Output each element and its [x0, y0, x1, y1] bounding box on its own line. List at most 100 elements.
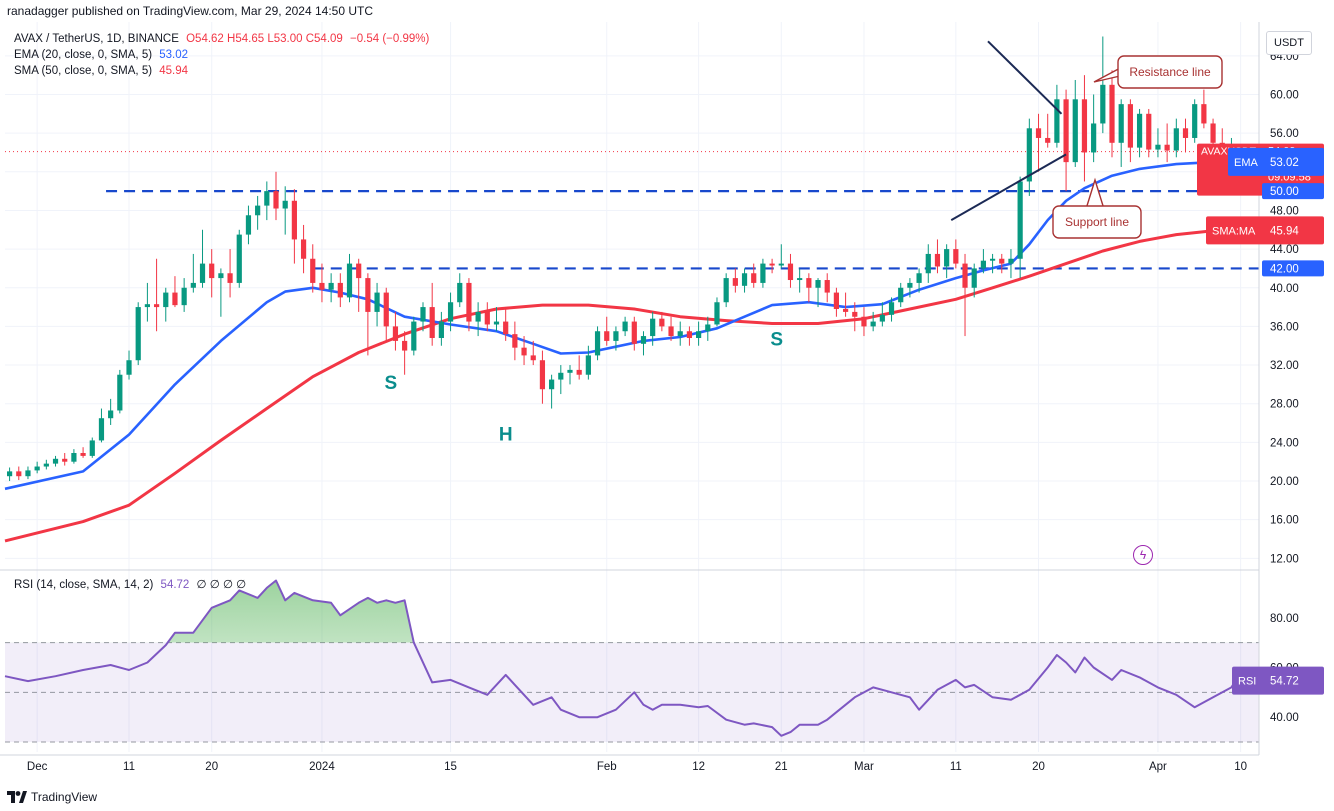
candle[interactable] — [751, 263, 757, 288]
candle[interactable] — [815, 278, 821, 308]
candle[interactable] — [291, 189, 297, 264]
candle[interactable] — [512, 321, 518, 361]
candle[interactable] — [503, 307, 509, 341]
candle[interactable] — [1146, 108, 1152, 158]
candle[interactable] — [769, 258, 775, 274]
currency-unit-button[interactable]: USDT — [1266, 31, 1312, 55]
level-tag-50[interactable]: 50.00 — [1262, 183, 1324, 200]
candle[interactable] — [787, 253, 794, 288]
candle[interactable] — [43, 459, 49, 470]
rsi-legend[interactable]: RSI (14, close, SMA, 14, 2) 54.72 ∅ ∅ ∅ … — [14, 578, 246, 593]
ema-legend[interactable]: EMA (20, close, 0, SMA, 5) 53.02 — [14, 48, 188, 63]
candle[interactable] — [925, 244, 931, 283]
candle[interactable] — [181, 278, 187, 312]
candle[interactable] — [1109, 70, 1115, 158]
candle[interactable] — [346, 253, 353, 303]
candle[interactable] — [25, 466, 31, 480]
candle[interactable] — [613, 326, 619, 351]
candle[interactable] — [861, 307, 867, 337]
candle[interactable] — [98, 408, 105, 443]
candle[interactable] — [245, 205, 252, 245]
candle[interactable] — [723, 273, 729, 308]
candle[interactable] — [16, 466, 22, 481]
resistance-trendline[interactable] — [987, 40, 1063, 115]
candle[interactable] — [365, 273, 371, 356]
candle[interactable] — [585, 345, 591, 380]
candle[interactable] — [640, 331, 647, 356]
candle[interactable] — [944, 244, 950, 279]
candle[interactable] — [622, 316, 628, 337]
candle[interactable] — [135, 302, 141, 366]
candle[interactable] — [1026, 118, 1032, 196]
candle[interactable] — [300, 224, 307, 274]
candle[interactable] — [852, 302, 858, 332]
candle[interactable] — [1063, 89, 1069, 192]
candle[interactable] — [6, 467, 13, 482]
candle[interactable] — [1091, 94, 1097, 163]
sma50-line[interactable] — [4, 228, 1241, 543]
candle[interactable] — [236, 229, 242, 288]
candle[interactable] — [1173, 118, 1179, 158]
candle[interactable] — [374, 282, 380, 327]
candle[interactable] — [484, 302, 490, 332]
candle[interactable] — [153, 258, 160, 332]
rsi-tag[interactable]: RSI 54.72 — [1232, 666, 1324, 695]
candle[interactable] — [778, 244, 784, 269]
support-trendline[interactable] — [950, 153, 1067, 221]
candle[interactable] — [52, 455, 59, 467]
candle[interactable] — [842, 292, 849, 317]
candle[interactable] — [126, 350, 132, 380]
candle[interactable] — [539, 350, 546, 404]
candle[interactable] — [1035, 113, 1042, 172]
candle[interactable] — [163, 287, 169, 322]
candle[interactable] — [447, 292, 454, 332]
candle[interactable] — [62, 453, 68, 466]
candle[interactable] — [934, 239, 941, 274]
candle[interactable] — [549, 374, 555, 409]
candle[interactable] — [1192, 99, 1198, 143]
candle[interactable] — [392, 311, 399, 351]
candle[interactable] — [980, 249, 986, 274]
candle[interactable] — [71, 449, 77, 464]
candle[interactable] — [521, 336, 527, 366]
candle[interactable] — [741, 268, 748, 293]
candle[interactable] — [1017, 176, 1023, 279]
candle[interactable] — [558, 365, 564, 395]
candle[interactable] — [328, 273, 334, 303]
candle[interactable] — [870, 311, 876, 332]
candle[interactable] — [273, 171, 279, 221]
candle[interactable] — [797, 268, 803, 293]
candle[interactable] — [264, 181, 270, 221]
candle[interactable] — [89, 437, 95, 458]
resistance-callout-box[interactable] — [1117, 55, 1223, 89]
candle[interactable] — [714, 297, 720, 327]
candle[interactable] — [962, 253, 968, 337]
candle[interactable] — [190, 253, 196, 293]
candle[interactable] — [310, 244, 316, 293]
candle[interactable] — [594, 326, 601, 361]
candle[interactable] — [686, 326, 693, 346]
candle[interactable] — [1136, 108, 1143, 158]
candle[interactable] — [255, 195, 261, 230]
candle[interactable] — [824, 273, 830, 303]
candle[interactable] — [1164, 123, 1170, 163]
candle[interactable] — [677, 321, 683, 346]
sma-tag[interactable]: SMA:MA 45.94 — [1206, 216, 1324, 245]
ema-tag[interactable]: EMA 53.02 — [1228, 147, 1324, 176]
candle[interactable] — [696, 321, 702, 346]
candle[interactable] — [227, 249, 233, 298]
candle[interactable] — [1008, 249, 1014, 279]
candle[interactable] — [337, 273, 343, 308]
candle[interactable] — [989, 253, 996, 274]
candle[interactable] — [172, 276, 178, 308]
candle[interactable] — [1100, 36, 1106, 134]
candle[interactable] — [1201, 89, 1207, 129]
candle[interactable] — [144, 282, 150, 322]
candle[interactable] — [411, 316, 417, 356]
candle[interactable] — [438, 311, 444, 346]
candle[interactable] — [80, 447, 86, 458]
candle[interactable] — [999, 253, 1005, 274]
candle[interactable] — [576, 355, 582, 380]
candle[interactable] — [34, 461, 40, 474]
